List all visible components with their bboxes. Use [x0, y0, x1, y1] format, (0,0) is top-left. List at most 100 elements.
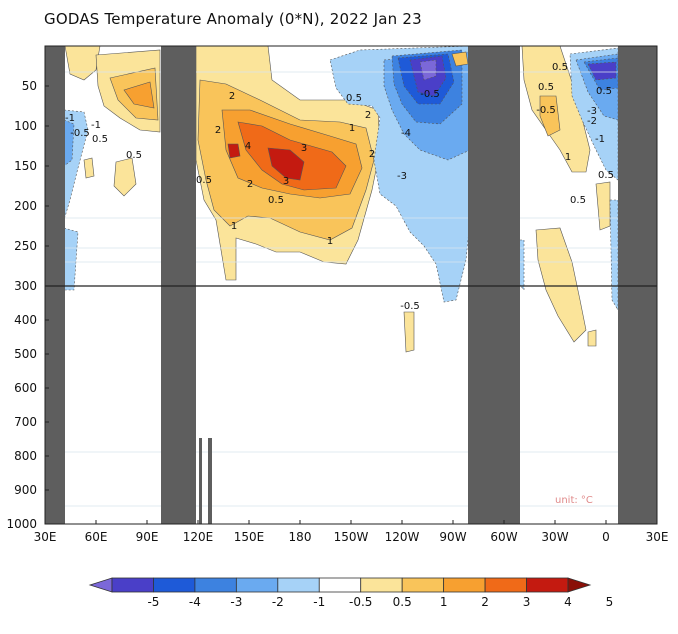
y-tick-label: 600 [14, 381, 37, 395]
y-tick-label: 250 [14, 239, 37, 253]
contour-label: -0.5 [420, 89, 440, 100]
colorbar-label: 4 [564, 595, 572, 609]
land-masks [45, 46, 657, 524]
colorbar-segment [153, 577, 196, 593]
contour-label: 0.5 [596, 86, 612, 97]
contour-label: 0.5 [346, 93, 362, 104]
y-tick-label: 150 [14, 159, 37, 173]
land-maritime-continent [161, 46, 196, 524]
contour-label: 4 [245, 141, 251, 152]
contour-label: 0.5 [196, 175, 212, 186]
warm-region-17 [535, 227, 587, 343]
contour-label: 0.5 [126, 150, 142, 161]
land-south-america [468, 46, 520, 524]
warm-region-18 [595, 181, 611, 231]
y-tick-label: 900 [14, 483, 37, 497]
x-tick-label: 120W [385, 530, 420, 544]
colorbar-label: 1 [440, 595, 448, 609]
colorbar-segment [277, 577, 320, 593]
x-tick-label: 90W [439, 530, 466, 544]
x-tick-label: 0 [602, 530, 610, 544]
chart-title: GODAS Temperature Anomaly (0*N), 2022 Ja… [44, 10, 422, 28]
contour-label: 0.5 [552, 62, 568, 73]
contour-label: 2 [229, 91, 235, 102]
contour-label: -1 [65, 113, 75, 124]
contour-label: -4 [401, 128, 411, 139]
warm-region-16 [539, 95, 561, 137]
contour-label: 2 [365, 110, 371, 121]
contour-label: 1 [231, 221, 237, 232]
y-tick-label: 100 [14, 119, 37, 133]
contour-label: 2 [215, 125, 221, 136]
contour-label: 0.5 [598, 170, 614, 181]
contour-label: 1 [349, 123, 355, 134]
y-tick-label: 200 [14, 199, 37, 213]
colorbar-label: -4 [189, 595, 201, 609]
x-tick-label: 60W [490, 530, 517, 544]
y-tick-label: 50 [22, 79, 37, 93]
colorbar-segment [443, 577, 486, 593]
y-tick-label: 1000 [6, 517, 37, 531]
faint-gridlines [45, 71, 657, 507]
x-tick-label: 150W [334, 530, 369, 544]
land-africa [45, 46, 65, 524]
contour-label: -2 [587, 116, 597, 127]
colorbar-label: -3 [230, 595, 242, 609]
contour-label: -1 [91, 120, 101, 131]
contour-label: 3 [301, 143, 307, 154]
contour-label: -0.5 [536, 105, 556, 116]
warm-region-1 [64, 46, 101, 81]
colorbar-segment [318, 577, 362, 593]
warm-region-6 [83, 157, 95, 179]
unit-label: unit: °C [555, 495, 593, 506]
warm-region-11 [267, 147, 305, 181]
colorbar-low-arrow [88, 577, 113, 593]
colorbar-high-arrow [567, 577, 592, 593]
y-tick-label: 400 [14, 313, 37, 327]
warm-region-12 [227, 143, 241, 159]
contour-label: -0.5 [400, 301, 420, 312]
colorbar-segment [484, 577, 527, 593]
contour-label: 0.5 [268, 195, 284, 206]
colorbar-label: -1 [313, 595, 325, 609]
x-tick-label: 30W [541, 530, 568, 544]
land-africa-east [618, 46, 657, 524]
x-tick-label: 30E [34, 530, 57, 544]
contour-label: 0.5 [538, 82, 554, 93]
contour-label: -0.5 [70, 128, 90, 139]
colorbar-segment [360, 577, 403, 593]
x-tick-label: 180 [289, 530, 312, 544]
x-tick-label: 120E [183, 530, 214, 544]
y-tick-label: 800 [14, 449, 37, 463]
x-tick-label: 30E [646, 530, 669, 544]
colorbar-label: 0.5 [393, 595, 412, 609]
colorbar-label: -2 [272, 595, 284, 609]
land-sliver-1 [199, 438, 202, 524]
anomaly-field [63, 46, 619, 353]
y-tick-label: 700 [14, 415, 37, 429]
contour-label: -3 [587, 106, 597, 117]
colorbar-segment [401, 577, 445, 593]
x-tick-label: 150E [234, 530, 265, 544]
contour-label: 2 [247, 179, 253, 190]
contour-label: 1 [565, 152, 571, 163]
warm-region-13 [403, 311, 415, 353]
cool-region-14 [609, 199, 619, 312]
colorbar-segment [526, 577, 569, 593]
contour-label: 0.5 [92, 134, 108, 145]
colorbar-segment [235, 577, 279, 593]
colorbar-segment [111, 577, 154, 593]
x-tick-label: 60E [85, 530, 108, 544]
cool-region-13 [587, 61, 617, 81]
colorbar-label: 3 [523, 595, 531, 609]
land-sliver-2 [208, 438, 212, 524]
x-axis: 30E 60E 90E 120E 150E 180 150W 120W 90W 60W 30W 0 30… [34, 520, 669, 544]
colorbar-label: -0.5 [349, 595, 372, 609]
contour-label: 0.5 [570, 195, 586, 206]
colorbar: -5 -4 -3 -2 -1 -0.5 0.5 1 2 3 4 5 [88, 577, 613, 609]
cool-region-9 [419, 59, 437, 81]
contour-label: -3 [397, 171, 407, 182]
y-tick-label: 300 [14, 279, 37, 293]
